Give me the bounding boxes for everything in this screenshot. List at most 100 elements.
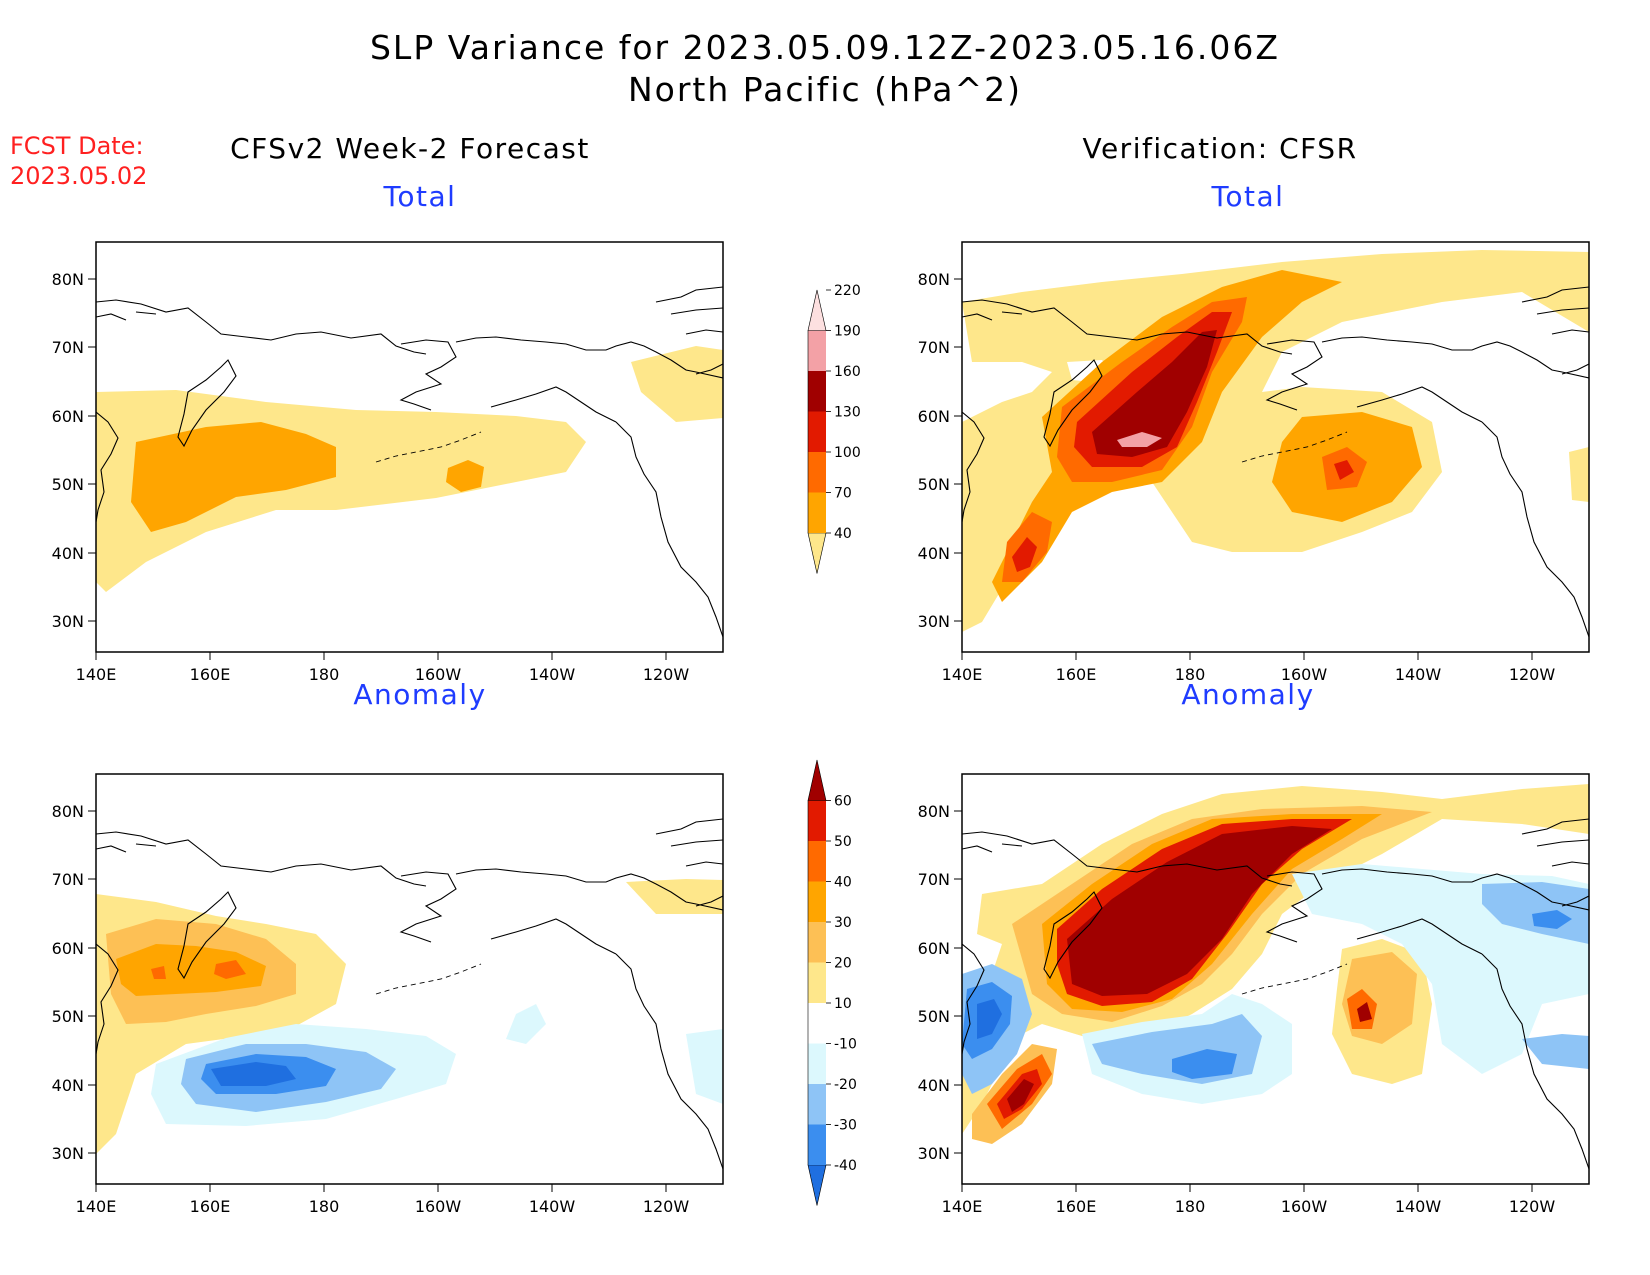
lat-tick-label: 30N	[52, 1144, 84, 1163]
colorbar-swatch	[808, 800, 826, 841]
lat-tick-label: 40N	[918, 1076, 950, 1095]
colorbar-tick-label: -20	[834, 1077, 857, 1093]
colorbar-swatch	[808, 1003, 826, 1044]
fcst-date-label: FCST Date:	[10, 132, 144, 160]
map-verification-total	[961, 241, 1590, 653]
colorbar-tick-label: 160	[834, 364, 861, 380]
lat-tick-label: 40N	[52, 1076, 84, 1095]
colorbar-swatch	[807, 1164, 827, 1206]
lat-tick-label: 30N	[918, 1144, 950, 1163]
lon-tick-label: 160E	[1056, 1197, 1097, 1216]
colorbar-swatch	[807, 759, 827, 801]
colorbar-swatch	[808, 492, 826, 533]
lat-tick-label: 80N	[52, 802, 84, 821]
lon-tick-label: 180	[309, 665, 340, 684]
lon-tick-label: 140E	[76, 665, 117, 684]
colorbar-tick-label: -10	[834, 1037, 857, 1053]
lon-tick-label: 140W	[1395, 665, 1442, 684]
colorbar-tick-label: 50	[834, 834, 852, 850]
lat-tick-label: 50N	[52, 1007, 84, 1026]
colorbar-tick-label: 40	[834, 526, 852, 542]
lon-tick-label: 120W	[1509, 665, 1556, 684]
lon-tick-label: 140W	[1395, 1197, 1442, 1216]
colorbar-tick-label: 70	[834, 486, 852, 502]
lon-tick-label: 120W	[1509, 1197, 1556, 1216]
lat-tick-label: 40N	[52, 544, 84, 563]
lon-tick-label: 160W	[1281, 1197, 1328, 1216]
lat-tick-label: 70N	[52, 870, 84, 889]
fcst-date: FCST Date: 2023.05.02	[10, 131, 147, 191]
lat-tick-label: 80N	[52, 270, 84, 289]
colorbar-swatch	[807, 289, 827, 331]
colorbar-tick-label: 130	[834, 405, 861, 421]
colorbar-tick-label: 40	[834, 875, 852, 891]
map-axes: 140E 160E 180 160W 140W 120W 80N 70N 60N 50N 40N 30…	[52, 270, 1556, 1216]
lat-tick-label: 70N	[918, 338, 950, 357]
colorbar-swatch	[808, 841, 826, 882]
lon-tick-label: 140E	[942, 665, 983, 684]
lon-tick-label: 140W	[529, 1197, 576, 1216]
panel-title-forecast-total: Total	[383, 180, 457, 213]
colorbar-swatch	[808, 411, 826, 452]
colorbar-swatch	[808, 922, 826, 963]
main-title: SLP Variance for 2023.05.09.12Z-2023.05.…	[369, 28, 1281, 67]
lat-tick-label: 70N	[918, 870, 950, 889]
column-title-forecast: CFSv2 Week-2 Forecast	[230, 132, 590, 165]
lat-tick-label: 30N	[52, 612, 84, 631]
lat-tick-label: 80N	[918, 270, 950, 289]
panel-title-forecast-anomaly: Anomaly	[353, 678, 487, 711]
lat-tick-label: 80N	[918, 802, 950, 821]
colorbar-swatch	[808, 1084, 826, 1125]
panel-title-verification-anomaly: Anomaly	[1181, 678, 1315, 711]
lon-tick-label: 180	[309, 1197, 340, 1216]
lon-tick-label: 180	[1175, 665, 1206, 684]
colorbar-tick-label: 220	[834, 283, 861, 299]
colorbar-tick-label: 60	[834, 794, 852, 810]
lon-tick-label: 180	[1175, 1197, 1206, 1216]
lat-tick-label: 60N	[52, 939, 84, 958]
lon-tick-label: 160E	[1056, 665, 1097, 684]
panel-title-verification-total: Total	[1211, 180, 1285, 213]
colorbar-swatch	[808, 1043, 826, 1084]
colorbar-swatch	[808, 452, 826, 493]
lon-tick-label: 140E	[76, 1197, 117, 1216]
colorbar-tick-label: -30	[834, 1118, 857, 1134]
colorbar-tick-label: 20	[834, 956, 852, 972]
colorbar-swatch	[808, 881, 826, 922]
map-verification-anomaly	[961, 773, 1590, 1185]
fcst-date-value: 2023.05.02	[10, 162, 148, 190]
colorbar-tick-label: -40	[834, 1158, 857, 1174]
map-forecast-anomaly	[95, 773, 724, 1185]
colorbar-swatch	[808, 330, 826, 371]
lon-tick-label: 160E	[190, 665, 231, 684]
lon-tick-label: 140E	[942, 1197, 983, 1216]
lon-tick-label: 120W	[643, 665, 690, 684]
colorbar-tick-label: 190	[834, 324, 861, 340]
lat-tick-label: 60N	[918, 939, 950, 958]
colorbar-swatch	[808, 962, 826, 1003]
lat-tick-label: 70N	[52, 338, 84, 357]
lat-tick-label: 60N	[52, 407, 84, 426]
lat-tick-label: 50N	[918, 1007, 950, 1026]
colorbar-swatch	[808, 371, 826, 412]
lat-tick-label: 50N	[52, 475, 84, 494]
colorbar-tick-label: 10	[834, 996, 852, 1012]
colorbar-total: 40 70 100 130 160 190 220	[807, 283, 861, 574]
colorbar-swatch	[807, 532, 827, 574]
lat-tick-label: 60N	[918, 407, 950, 426]
column-title-verification: Verification: CFSR	[1082, 132, 1358, 165]
main-subtitle: North Pacific (hPa^2)	[627, 70, 1023, 109]
lon-tick-label: 120W	[643, 1197, 690, 1216]
lon-tick-label: 140W	[529, 665, 576, 684]
colorbar-anomaly: -40 -30 -20 -10 10 20 30 40 50 60	[807, 759, 857, 1206]
lat-tick-label: 40N	[918, 544, 950, 563]
lat-tick-label: 30N	[918, 612, 950, 631]
lon-tick-label: 160W	[415, 1197, 462, 1216]
lat-tick-label: 50N	[918, 475, 950, 494]
colorbar-swatch	[808, 1124, 826, 1165]
colorbar-tick-label: 30	[834, 915, 852, 931]
lon-tick-label: 160W	[1281, 665, 1328, 684]
lon-tick-label: 160E	[190, 1197, 231, 1216]
lon-tick-label: 160W	[415, 665, 462, 684]
